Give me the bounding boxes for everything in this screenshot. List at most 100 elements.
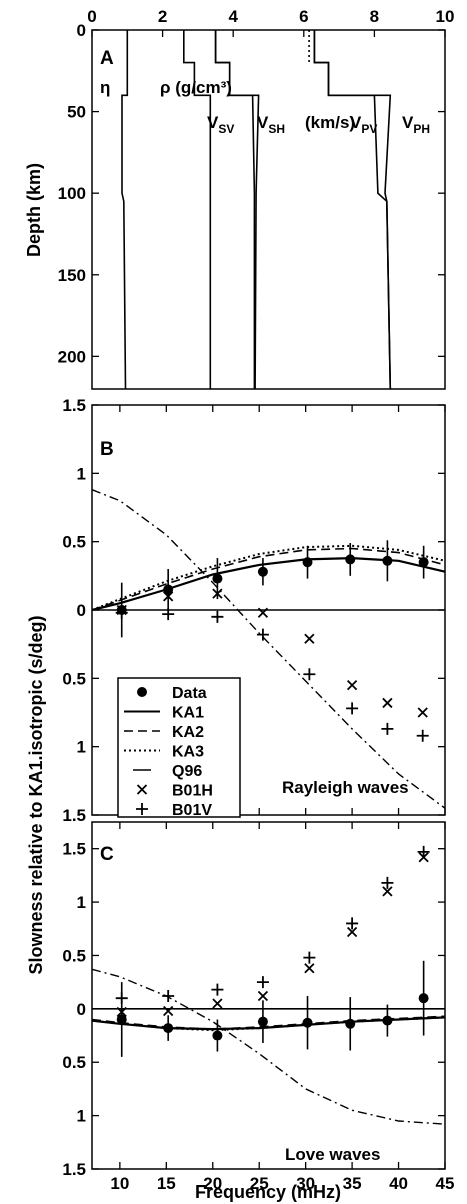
legend-label-q96: Q96 [172,763,202,780]
annot-vph-v: V [402,113,414,132]
point-b01h [348,681,357,690]
annot-rho: ρ (g/cm³) [160,78,232,97]
annot-vsv: VSV [207,113,234,136]
ytick-label: 0.5 [62,1053,86,1072]
panel-a-label: A [100,48,114,69]
data-point [163,585,173,595]
panel-a-ylabel: Depth (km) [24,163,44,257]
annot-vsh-v: V [257,113,269,132]
annot-vpv-sub: PV [361,122,377,136]
annot-vph-sub: PH [413,122,430,136]
panel-a-frame [92,30,445,389]
data-point [212,574,222,584]
point-b01h [305,634,314,643]
ytick-label: 1.5 [62,396,86,415]
point-b01h [164,1006,173,1015]
point-b01v [303,668,315,680]
profile-vph [314,30,390,389]
ytick-label-a: 100 [58,184,86,203]
series-line-ka2 [92,549,445,611]
ytick-label-a: 200 [58,347,86,366]
legend-marker-data [137,687,147,697]
ytick-label: 1 [77,738,86,757]
point-b01h [258,992,267,1001]
data-point [117,605,127,615]
xlabel: Frequency (mHz) [195,1182,341,1202]
ytick-label: 0 [77,1000,86,1019]
legend-label-ka2: KA2 [172,724,204,741]
point-b01v [162,990,174,1002]
annot-vsv-sub: SV [218,122,234,136]
xtick-label: 15 [157,1174,176,1193]
series-line-ka1 [92,558,445,610]
data-point [258,1017,268,1027]
point-b01v [418,846,430,858]
ytick-label: 1 [77,893,86,912]
ytick-label: 1.5 [62,1160,86,1179]
data-point [419,993,429,1003]
ytick-label: 0.5 [62,533,86,552]
point-b01h [418,708,427,717]
data-point [345,554,355,564]
ytick-label: 1.5 [62,806,86,825]
annot-units: (km/s) [305,113,355,132]
series-line-q96 [92,969,445,1124]
xtick-label: 40 [389,1174,408,1193]
ytick-label: 0 [77,601,86,620]
xtick-label: 45 [436,1174,455,1193]
ytick-label: 1 [77,1107,86,1126]
data-point [345,1019,355,1029]
point-b01v [257,629,269,641]
point-b01v [211,611,223,623]
ytick-label-a: 0 [77,21,86,40]
point-b01v [211,984,223,996]
xtick-label-a: 2 [158,7,167,26]
legend-label-b01v: B01V [172,802,212,819]
data-point [419,557,429,567]
legend: Data KA1 KA2 KA3 Q96 B01H B01V [118,678,240,819]
xtick-label-a: 4 [228,7,238,26]
panel-b-label: B [100,439,114,460]
point-b01v [346,702,358,714]
ytick-label: 1 [77,464,86,483]
point-b01v [417,730,429,742]
shared-ylabel: Slowness relative to KA1.isotropic (s/de… [26,615,46,974]
point-b01v [381,723,393,735]
panel-c-frame [92,822,445,1169]
annot-vsh: VSH [257,113,285,136]
point-b01h [213,999,222,1008]
point-b01h [305,964,314,973]
xtick-label-a: 6 [299,7,308,26]
profile-eta [122,30,127,389]
legend-label-b01h: B01H [172,783,213,800]
annot-vpv-v: V [350,113,362,132]
data-point [258,567,268,577]
legend-label-ka1: KA1 [172,705,204,722]
data-point [382,556,392,566]
profile-vpv [314,30,390,389]
legend-label-data: Data [172,685,207,702]
point-b01v [303,952,315,964]
panel-b-annotation: Rayleigh waves [282,778,409,797]
data-point [303,557,313,567]
xtick-label: 35 [343,1174,362,1193]
xtick-label: 10 [110,1174,129,1193]
data-point [163,1023,173,1033]
ytick-label: 0.5 [62,946,86,965]
ytick-label: 1.5 [62,840,86,859]
annot-vpv: VPV [350,113,377,136]
annot-vsh-sub: SH [268,122,285,136]
panel-c-marks [92,846,445,1124]
data-point [382,1016,392,1026]
panel-c: C 10 15 20 25 30 35 40 45 1.5 1 0.5 0 0.5 1 1.5 Love w… [62,822,454,1193]
panel-c-label: C [100,844,114,865]
annot-rho-text: ρ (g/cm³) [160,78,232,97]
point-b01v [257,976,269,988]
ytick-label-a: 50 [67,103,86,122]
annot-vph: VPH [402,113,430,136]
panel-b: B 1.5 1 0.5 0 0.5 1 1.5 Rayleigh waves Data KA1… [62,396,445,825]
annot-vsv-v: V [207,113,219,132]
xtick-label-a: 0 [87,7,96,26]
